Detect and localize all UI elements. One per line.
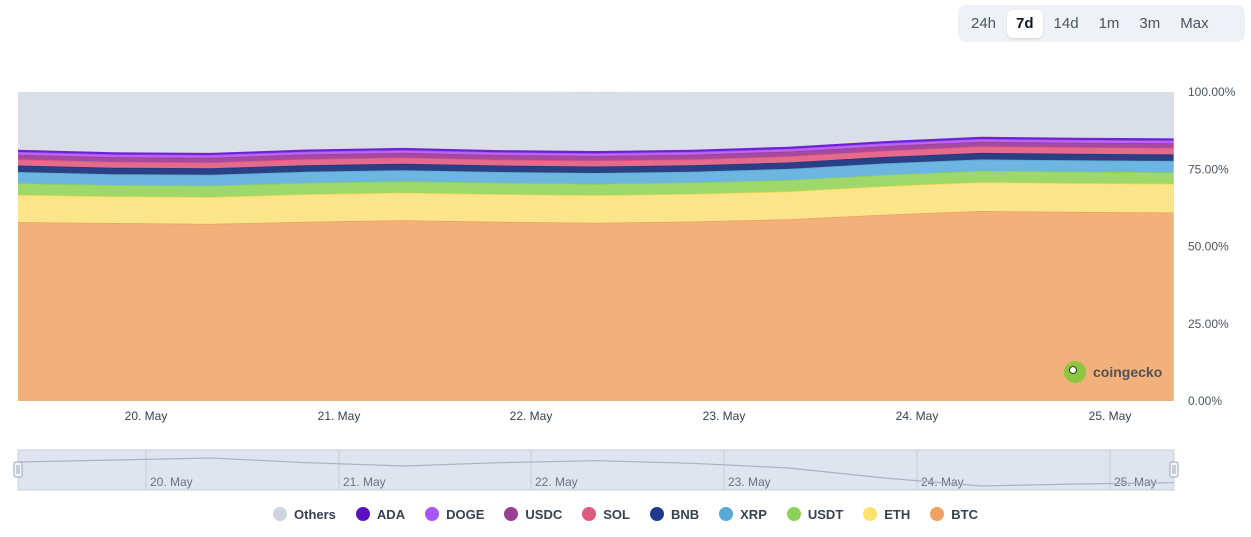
x-tick-label: 23. May — [703, 409, 746, 423]
legend-item-xrp[interactable]: XRP — [719, 507, 767, 522]
x-tick-label: 22. May — [510, 409, 553, 423]
range-button-7d[interactable]: 7d — [1007, 9, 1043, 38]
navigator-series-line — [17, 457, 1174, 487]
y-axis: 0.00% 25.00% 50.00% 75.00% 100.00% — [1188, 85, 1236, 408]
navigator-selection[interactable] — [17, 449, 1175, 491]
legend-marker — [273, 507, 288, 521]
x-tick-label: 24. May — [896, 409, 939, 423]
navigator-tick-label: 22. May — [535, 475, 578, 489]
y-tick-label: 25.00% — [1188, 317, 1229, 331]
legend-item-usdc[interactable]: USDC — [504, 507, 562, 522]
navigator-tick-label: 20. May — [150, 475, 193, 489]
area-eth[interactable] — [18, 182, 1174, 224]
legend-marker — [930, 507, 945, 521]
legend-marker — [425, 507, 440, 521]
area-xrp[interactable] — [18, 159, 1174, 186]
legend-item-others[interactable]: Others — [273, 507, 336, 522]
legend-label: USDC — [525, 506, 563, 522]
area-others[interactable] — [18, 91, 1174, 153]
legend-item-eth[interactable]: ETH — [863, 507, 910, 522]
legend-item-sol[interactable]: SOL — [582, 507, 630, 522]
range-button-24h[interactable]: 24h — [962, 10, 1005, 38]
navigator-tick-label: 24. May — [921, 475, 964, 489]
navigator-tick-label: 25. May — [1114, 475, 1157, 489]
y-tick-label: 50.00% — [1188, 240, 1229, 254]
legend-label: SOL — [603, 506, 630, 522]
area-sol[interactable] — [18, 146, 1174, 169]
plot-area — [17, 91, 1174, 401]
legend-marker — [582, 507, 597, 521]
x-tick-label: 20. May — [125, 409, 168, 423]
legend-label: BNB — [670, 506, 700, 522]
legend-label: XRP — [740, 506, 767, 522]
range-button-max[interactable]: Max — [1171, 10, 1217, 38]
legend-item-usdt[interactable]: USDT — [786, 506, 844, 522]
x-tick-label: 25. May — [1089, 409, 1132, 423]
legend-item-btc[interactable]: BTC — [930, 507, 978, 522]
market-dominance-chart: 0.00% 25.00% 50.00% 75.00% 100.00% 20. May 21… — [13, 85, 1236, 491]
navigator-handle-left[interactable] — [13, 461, 23, 478]
range-button-3m[interactable]: 3m — [1130, 10, 1169, 38]
legend-label: Others — [294, 506, 336, 522]
navigator-handle-right[interactable] — [1169, 461, 1179, 478]
range-button-1m[interactable]: 1m — [1090, 10, 1129, 38]
legend-marker — [786, 507, 801, 521]
legend-label: ADA — [376, 506, 406, 522]
legend-marker — [649, 507, 664, 521]
range-navigator[interactable]: 20. May 21. May 22. May 23. May 24. May 25. M… — [13, 449, 1179, 491]
legend-item-bnb[interactable]: BNB — [649, 506, 700, 522]
y-tick-label: 100.00% — [1188, 85, 1236, 99]
area-bnb[interactable] — [18, 152, 1174, 175]
legend-marker — [355, 507, 370, 521]
navigator-tick-label: 21. May — [343, 475, 386, 489]
range-button-14d[interactable]: 14d — [1045, 10, 1088, 38]
y-tick-label: 0.00% — [1188, 394, 1222, 408]
gecko-logo-icon — [1064, 361, 1086, 383]
legend-label: DOGE — [446, 506, 485, 522]
time-range-selector: 24h 7d 14d 1m 3m Max — [958, 5, 1245, 42]
navigator-tick-label: 23. May — [728, 475, 771, 489]
legend-label: ETH — [884, 506, 911, 522]
legend-marker — [504, 507, 519, 521]
chart-legend: Others ADA DOGE USDC SOL BNB XRP USDT ETH BTC — [0, 503, 1251, 525]
watermark-text: coingecko — [1093, 364, 1163, 380]
area-btc[interactable] — [18, 211, 1174, 401]
y-tick-label: 75.00% — [1188, 162, 1229, 176]
legend-item-ada[interactable]: ADA — [355, 506, 406, 522]
x-tick-label: 21. May — [318, 409, 361, 423]
coingecko-watermark: coingecko — [1064, 361, 1162, 383]
x-axis: 20. May 21. May 22. May 23. May 24. May 25. M… — [125, 409, 1132, 423]
legend-label: USDT — [807, 506, 844, 522]
legend-label: BTC — [951, 506, 978, 522]
legend-marker — [863, 507, 878, 521]
legend-item-doge[interactable]: DOGE — [425, 507, 484, 522]
legend-marker — [719, 507, 734, 521]
